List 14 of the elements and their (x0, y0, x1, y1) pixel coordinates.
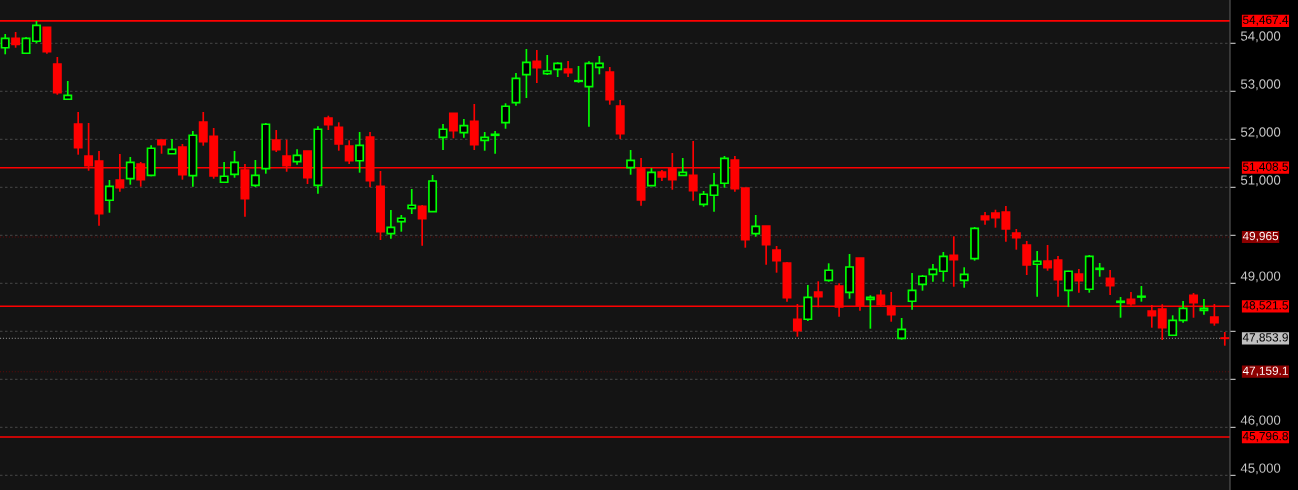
ref-line-label: 47,853.9 (1242, 333, 1288, 343)
y-tick-label: 45,000 (1240, 463, 1281, 475)
ref-line-label: 54,467.4 (1242, 15, 1289, 26)
y-tick-label: 54,000 (1240, 31, 1281, 43)
ref-line-label: 51,408.5 (1242, 162, 1288, 173)
y-tick-label: 51,000 (1240, 175, 1281, 187)
ref-line-label: 47,159.1 (1242, 366, 1288, 377)
ref-line-label: 45,796.8 (1242, 431, 1288, 442)
ref-line-label: 48,521.5 (1242, 301, 1288, 311)
y-tick-label: 46,000 (1240, 415, 1281, 427)
y-tick-label: 49,000 (1240, 271, 1281, 283)
ref-line-label: 49,965 (1242, 231, 1279, 242)
y-tick-label: 53,000 (1240, 79, 1281, 91)
y-tick-label: 52,000 (1240, 127, 1281, 139)
